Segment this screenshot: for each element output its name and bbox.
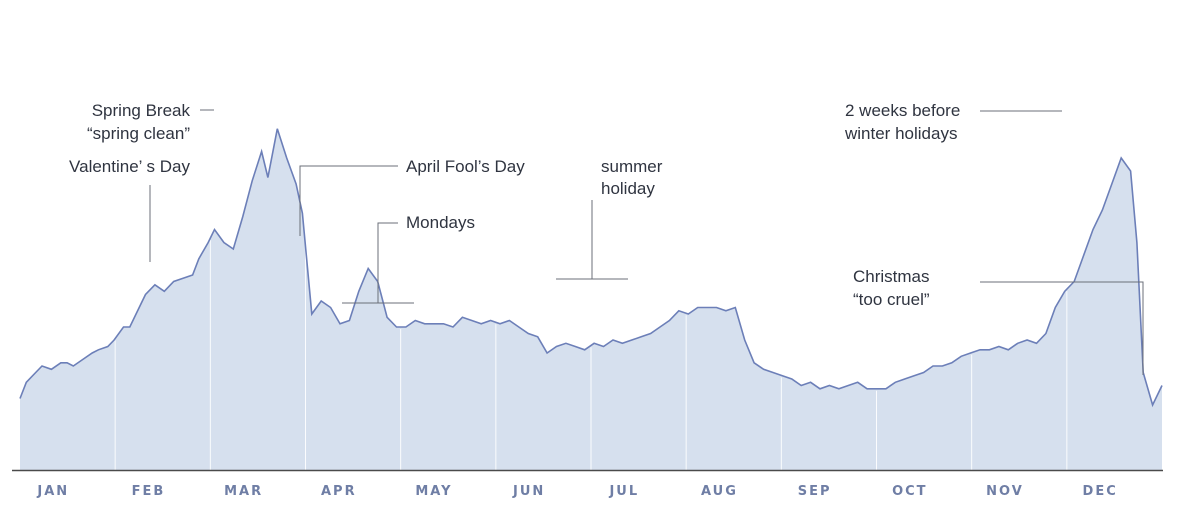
month-label-feb: FEB xyxy=(132,484,166,499)
annotation-christmas: Christmas xyxy=(853,267,930,286)
month-label-may: MAY xyxy=(415,484,452,499)
annotation-holiday: holiday xyxy=(601,179,655,198)
annotation-too-cruel: “too cruel” xyxy=(853,290,930,309)
month-separators xyxy=(114,240,1068,470)
mondays-leader xyxy=(377,222,398,303)
annotation-two-weeks: 2 weeks before xyxy=(845,101,960,120)
annotation-valentines: Valentine’ s Day xyxy=(69,157,190,176)
month-labels: JAN FEB MAR APR MAY JUN JUL AUG SEP OCT NOV DEC xyxy=(36,484,1118,499)
month-label-mar: MAR xyxy=(224,484,263,499)
series-line xyxy=(19,128,1163,408)
annotation-leaders xyxy=(149,109,1144,375)
annotation-april-fools: April Fool’s Day xyxy=(406,157,525,176)
annotation-spring-clean: “spring clean” xyxy=(87,124,190,143)
month-label-jun: JUN xyxy=(512,484,545,499)
month-label-jul: JUL xyxy=(608,484,639,499)
month-label-apr: APR xyxy=(321,484,357,499)
april-fools-leader xyxy=(299,165,398,236)
month-label-aug: AUG xyxy=(701,484,738,499)
month-label-sep: SEP xyxy=(798,484,832,499)
annotation-spring-break: Spring Break xyxy=(92,101,191,120)
month-label-nov: NOV xyxy=(986,484,1024,499)
annotation-summer: summer xyxy=(601,157,663,176)
christmas-leader xyxy=(980,281,1144,375)
month-label-jan: JAN xyxy=(36,484,69,499)
month-label-dec: DEC xyxy=(1083,484,1118,499)
annotation-mondays: Mondays xyxy=(406,213,475,232)
annotation-winter-holidays: winter holidays xyxy=(844,124,957,143)
month-label-oct: OCT xyxy=(892,484,927,499)
